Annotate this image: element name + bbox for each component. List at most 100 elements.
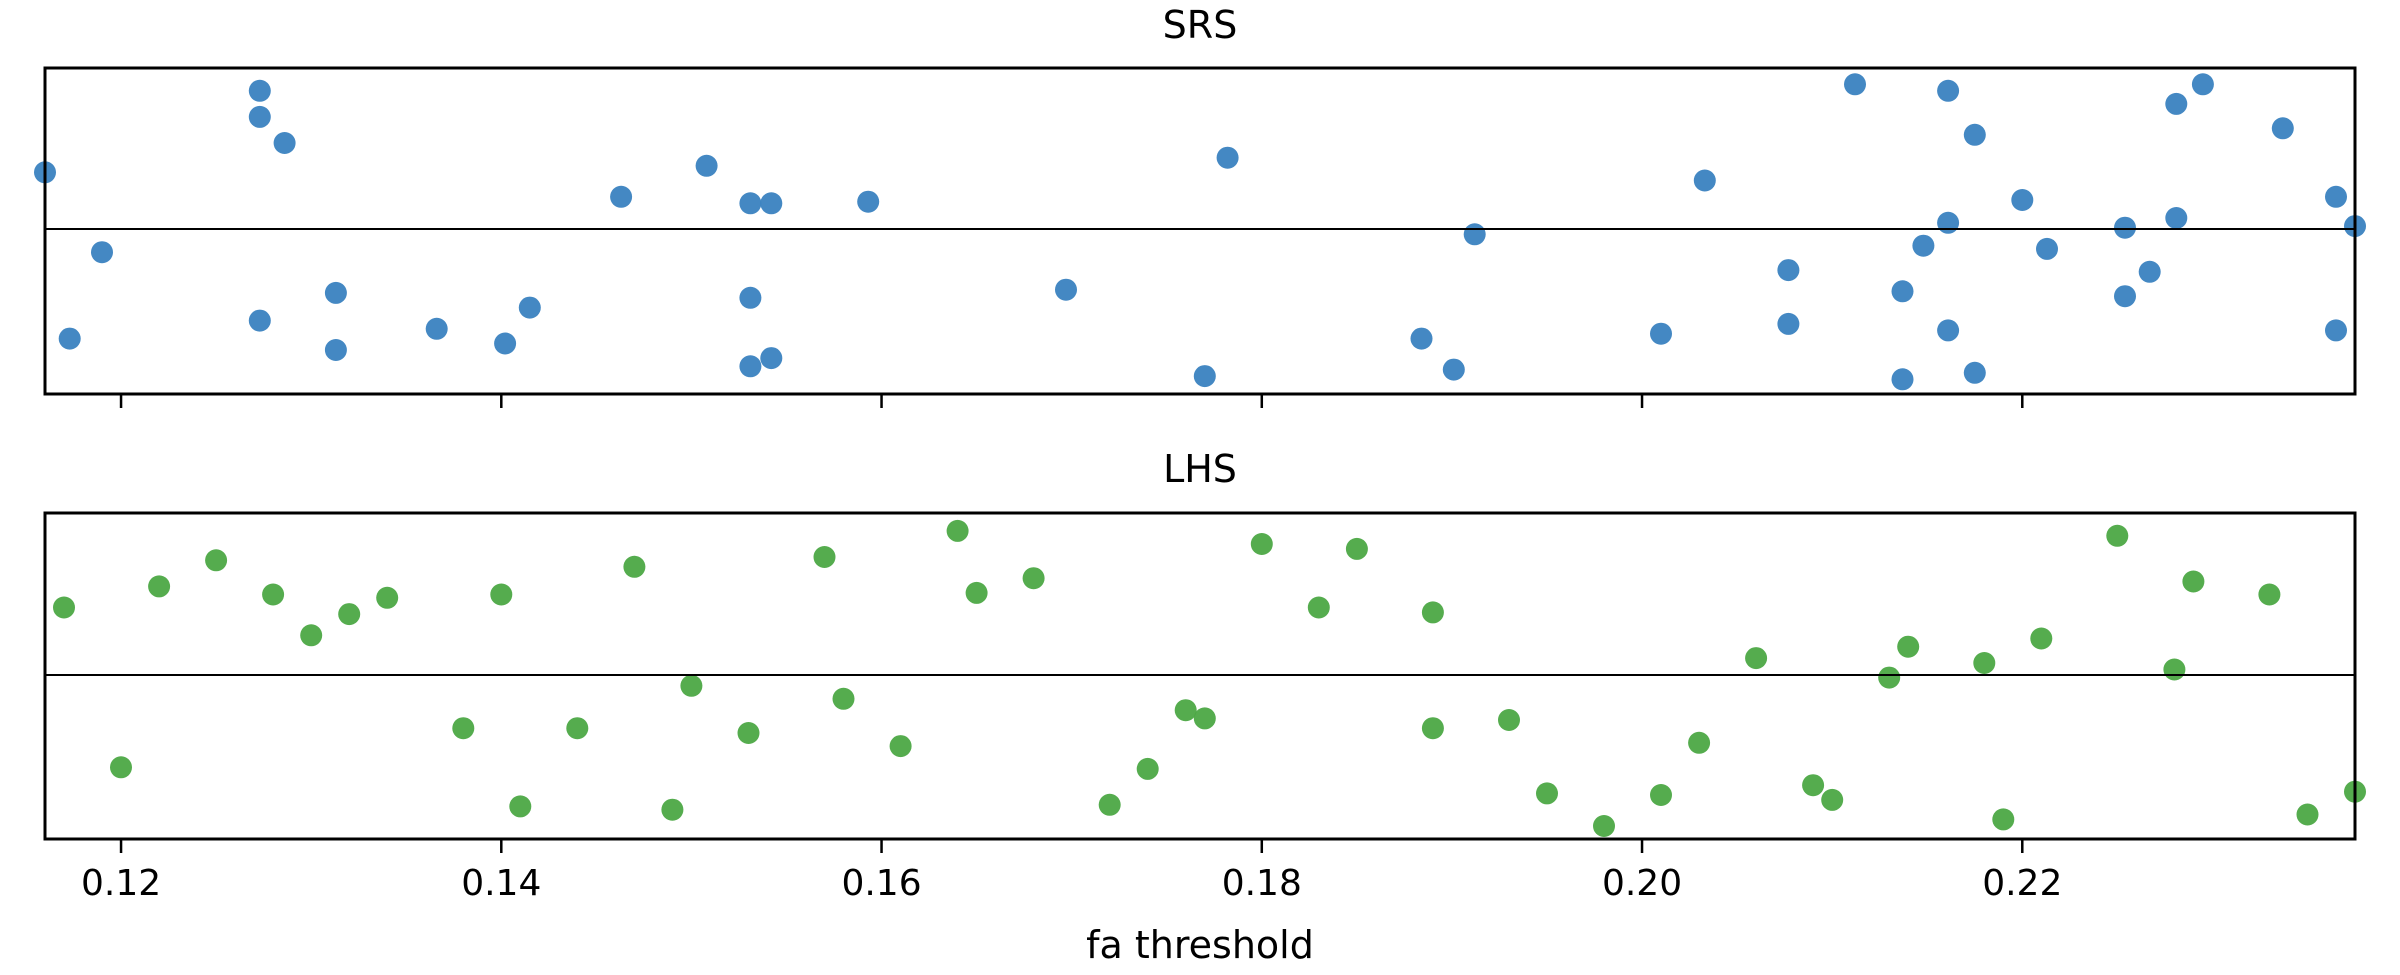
lhs-points: [53, 519, 2366, 837]
srs-point: [2138, 260, 2161, 283]
srs-point: [1912, 234, 1935, 257]
lhs-point: [509, 795, 532, 818]
lhs-point: [1345, 537, 1368, 560]
srs-point: [58, 327, 81, 350]
lhs-point: [2163, 658, 2186, 681]
lhs-point: [53, 596, 75, 619]
lhs-point: [832, 687, 855, 710]
srs-point: [760, 192, 783, 215]
lhs-point: [1745, 647, 1768, 670]
srs-point: [1963, 123, 1986, 146]
lhs-x-ticks: 0.12 0.14 0.16 0.18 0.20 0.22: [81, 839, 2062, 904]
lhs-point: [1421, 601, 1444, 624]
srs-axes-frame: [43, 66, 2357, 396]
lhs-point: [452, 717, 475, 740]
lhs-x-tick-label: 0.14: [461, 863, 541, 904]
lhs-point: [205, 549, 228, 572]
srs-point: [1891, 280, 1914, 303]
lhs-point: [262, 583, 285, 606]
lhs-point: [2106, 524, 2129, 547]
srs-point: [1777, 259, 1800, 282]
lhs-point: [1802, 774, 1825, 797]
lhs-point: [1878, 666, 1901, 689]
lhs-point: [813, 546, 836, 568]
srs-point: [1777, 312, 1800, 335]
lhs-title: LHS: [1163, 447, 1237, 491]
srs-point: [2325, 319, 2347, 342]
srs-point: [1650, 322, 1672, 345]
srs-title: SRS: [1163, 3, 1238, 47]
lhs-point: [300, 624, 323, 647]
srs-point: [1055, 278, 1077, 301]
lhs-point: [2258, 583, 2281, 606]
srs-point: [2165, 92, 2188, 115]
lhs-axes-frame: [43, 511, 2357, 841]
lhs-point: [376, 586, 399, 609]
lhs-point: [1307, 596, 1330, 619]
lhs-x-tick-label: 0.20: [1602, 863, 1682, 904]
lhs-point: [1688, 731, 1711, 754]
lhs-point: [1421, 717, 1444, 740]
srs-point: [248, 79, 271, 102]
lhs-point: [2030, 627, 2053, 650]
srs-x-ticks: [119, 394, 2024, 408]
srs-point: [1891, 368, 1914, 391]
srs-panel: SRS: [34, 3, 2366, 408]
lhs-x-tick-label: 0.22: [1982, 863, 2062, 904]
srs-point: [2325, 185, 2347, 208]
srs-point: [518, 296, 541, 319]
lhs-point: [946, 519, 969, 542]
srs-point: [739, 192, 762, 215]
lhs-point: [623, 555, 646, 578]
srs-point: [1693, 169, 1716, 192]
srs-point: [425, 317, 448, 340]
lhs-point: [490, 583, 513, 606]
srs-point: [695, 154, 718, 177]
lhs-point: [1022, 567, 1045, 590]
lhs-point: [566, 717, 589, 740]
lhs-point: [889, 735, 912, 758]
srs-point: [857, 190, 880, 213]
srs-point: [1937, 319, 1960, 342]
lhs-point: [965, 581, 988, 604]
lhs-point: [1536, 782, 1558, 805]
srs-point: [1844, 73, 1866, 96]
lhs-point: [338, 603, 361, 626]
lhs-x-tick-label: 0.16: [841, 863, 921, 904]
srs-point: [1937, 211, 1960, 234]
lhs-point: [1498, 709, 1520, 731]
srs-point: [91, 241, 113, 264]
lhs-point: [2296, 803, 2319, 826]
lhs-point: [1098, 793, 1121, 816]
lhs-point: [1174, 699, 1197, 722]
lhs-point: [1136, 757, 1159, 780]
srs-point: [1193, 365, 1216, 388]
srs-point: [2011, 189, 2034, 211]
srs-point: [2036, 237, 2058, 260]
lhs-point: [1650, 784, 1672, 806]
lhs-point: [737, 722, 760, 744]
srs-point: [2165, 207, 2188, 229]
srs-point: [739, 286, 762, 309]
srs-point: [610, 185, 633, 208]
srs-point: [1216, 146, 1239, 169]
lhs-point: [1897, 635, 1920, 658]
srs-point: [324, 281, 347, 304]
lhs-point: [110, 756, 132, 779]
lhs-x-tick-label: 0.18: [1222, 863, 1302, 904]
lhs-panel: LHS 0.12 0.14 0.16 0.18 0.20 0.22 fa threshol…: [43, 447, 2366, 967]
srs-point: [760, 347, 783, 370]
lhs-x-tick-label: 0.12: [81, 863, 161, 904]
srs-point: [248, 105, 271, 128]
lhs-point: [680, 674, 703, 697]
lhs-point: [1992, 808, 2015, 831]
srs-point: [2271, 117, 2294, 140]
srs-point: [494, 332, 517, 355]
lhs-point: [148, 575, 171, 598]
srs-point: [2114, 285, 2136, 308]
srs-point: [324, 339, 347, 361]
srs-point: [2114, 216, 2136, 239]
srs-point: [1463, 223, 1486, 246]
lhs-point: [1973, 652, 1996, 674]
srs-points: [34, 73, 2366, 391]
